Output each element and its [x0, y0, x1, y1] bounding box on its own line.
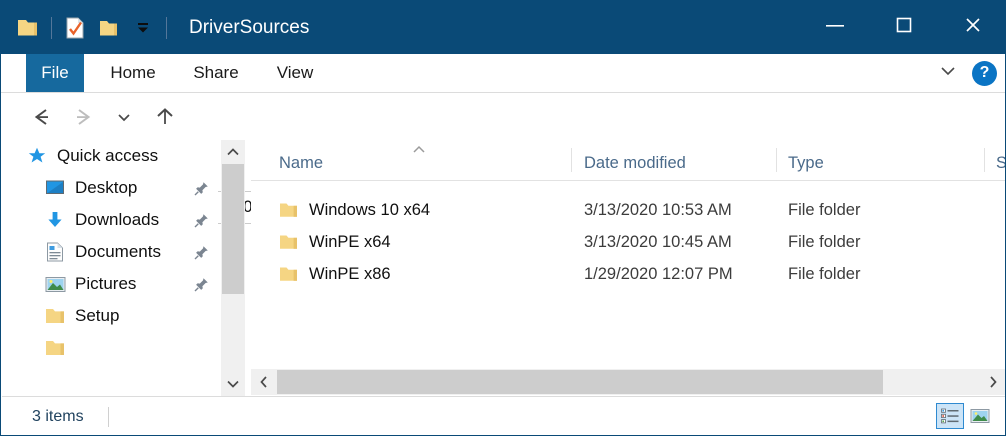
scrollbar-thumb[interactable]	[222, 164, 244, 294]
file-date-modified: 3/13/2020 10:45 AM	[584, 232, 732, 251]
tab-file[interactable]: File	[26, 54, 84, 92]
file-list: Name Date modified Type S Windows 10 x64…	[251, 140, 1006, 366]
navigation-pane-scrollbar[interactable]	[221, 140, 245, 396]
close-button[interactable]	[938, 1, 1005, 48]
pictures-icon	[44, 273, 66, 295]
window-controls	[800, 1, 1005, 48]
ribbon-right-controls: ?	[938, 54, 997, 92]
toolbar-separator	[51, 16, 52, 39]
sidebar-item-downloads[interactable]: Downloads	[2, 204, 218, 236]
up-button[interactable]	[148, 100, 182, 134]
sidebar-item-setup[interactable]: Setup	[2, 300, 218, 332]
scroll-left-icon[interactable]	[251, 369, 277, 395]
column-divider[interactable]	[571, 148, 572, 172]
address-bar: « cm01 › Sources$ › OSD › DriverSources …	[1, 93, 1005, 224]
tab-home[interactable]: Home	[110, 63, 156, 82]
scrollbar-track[interactable]	[277, 369, 980, 395]
file-type: File folder	[788, 200, 861, 219]
column-divider[interactable]	[984, 148, 985, 172]
back-button[interactable]	[25, 100, 59, 134]
column-header-size[interactable]: S	[996, 154, 1006, 172]
properties-icon[interactable]	[60, 11, 90, 45]
sort-ascending-icon	[411, 142, 427, 157]
column-header-name[interactable]: Name	[279, 154, 324, 172]
forward-button	[66, 100, 100, 134]
pin-icon[interactable]	[194, 213, 209, 233]
file-date-modified: 1/29/2020 12:07 PM	[584, 264, 733, 283]
quick-access-toolbar: DriverSources	[1, 1, 309, 54]
tab-share[interactable]: Share	[193, 63, 239, 82]
window-title: DriverSources	[189, 16, 310, 38]
tab-view[interactable]: View	[276, 63, 314, 82]
navigation-buttons	[25, 100, 182, 134]
documents-icon	[44, 241, 66, 263]
column-header-date-modified[interactable]: Date modified	[584, 154, 686, 172]
table-row[interactable]: WinPE x64 3/13/2020 10:45 AM File folder	[251, 226, 1005, 258]
new-folder-icon[interactable]	[94, 11, 124, 45]
column-header-type[interactable]: Type	[788, 154, 824, 172]
details-view-button[interactable]	[936, 403, 964, 429]
help-icon[interactable]: ?	[972, 60, 997, 86]
sidebar-item-partial[interactable]	[2, 332, 218, 364]
list-top-spacer	[251, 181, 1005, 194]
status-bar: 3 items	[2, 396, 1005, 435]
file-name: WinPE x64	[309, 232, 391, 251]
file-name: Windows 10 x64	[309, 200, 431, 219]
view-buttons	[936, 403, 994, 429]
pin-icon[interactable]	[194, 245, 209, 265]
maximize-button[interactable]	[869, 1, 938, 48]
folder-icon	[279, 202, 298, 219]
sidebar-item-documents[interactable]: Documents	[2, 236, 218, 268]
column-headers: Name Date modified Type S	[251, 140, 1006, 181]
file-type: File folder	[788, 264, 861, 283]
horizontal-scrollbar[interactable]	[251, 369, 1005, 395]
table-row[interactable]: WinPE x86 1/29/2020 12:07 PM File folder	[251, 258, 1005, 290]
sidebar-item-label: Pictures	[75, 274, 137, 293]
file-name: WinPE x86	[309, 264, 391, 283]
status-divider	[107, 407, 109, 427]
minimize-button[interactable]	[800, 1, 869, 48]
download-icon	[44, 209, 66, 231]
item-count: 3 items	[32, 408, 84, 425]
sidebar-item-label: Quick access	[57, 146, 159, 165]
scrollbar-thumb[interactable]	[277, 370, 883, 394]
folder-icon	[279, 266, 298, 283]
sidebar-item-label: Setup	[75, 306, 120, 325]
customize-dropdown-icon[interactable]	[128, 11, 158, 45]
folder-icon	[44, 337, 66, 359]
pin-icon[interactable]	[194, 181, 209, 201]
desktop-icon	[44, 177, 66, 199]
file-type: File folder	[788, 232, 861, 251]
recent-locations-icon[interactable]	[107, 100, 141, 134]
file-date-modified: 3/13/2020 10:53 AM	[584, 200, 732, 219]
scroll-down-icon[interactable]	[221, 372, 245, 396]
column-divider[interactable]	[776, 148, 777, 172]
navigation-pane: Quick access Desktop	[2, 140, 218, 396]
title-separator	[166, 16, 167, 39]
sidebar-item-pictures[interactable]: Pictures	[2, 268, 218, 300]
sidebar-item-label: Desktop	[75, 178, 138, 197]
folder-icon[interactable]	[13, 11, 43, 45]
scroll-up-icon[interactable]	[221, 140, 245, 164]
folder-icon	[279, 234, 298, 251]
sidebar-item-quick-access[interactable]: Quick access	[2, 140, 218, 172]
pin-icon[interactable]	[194, 277, 209, 297]
ribbon-tab-bar: File Home Share View ?	[1, 54, 1005, 93]
chevron-down-icon[interactable]	[938, 64, 958, 83]
large-icons-view-button[interactable]	[966, 403, 994, 429]
scroll-right-icon[interactable]	[980, 369, 1005, 395]
folder-icon	[44, 305, 66, 327]
table-row[interactable]: Windows 10 x64 3/13/2020 10:53 AM File f…	[251, 194, 1005, 226]
title-bar: DriverSources	[1, 1, 1005, 54]
sidebar-item-desktop[interactable]: Desktop	[2, 172, 218, 204]
star-icon	[26, 145, 48, 167]
sidebar-item-label: Documents	[75, 242, 161, 261]
sidebar-item-label: Downloads	[75, 210, 160, 229]
